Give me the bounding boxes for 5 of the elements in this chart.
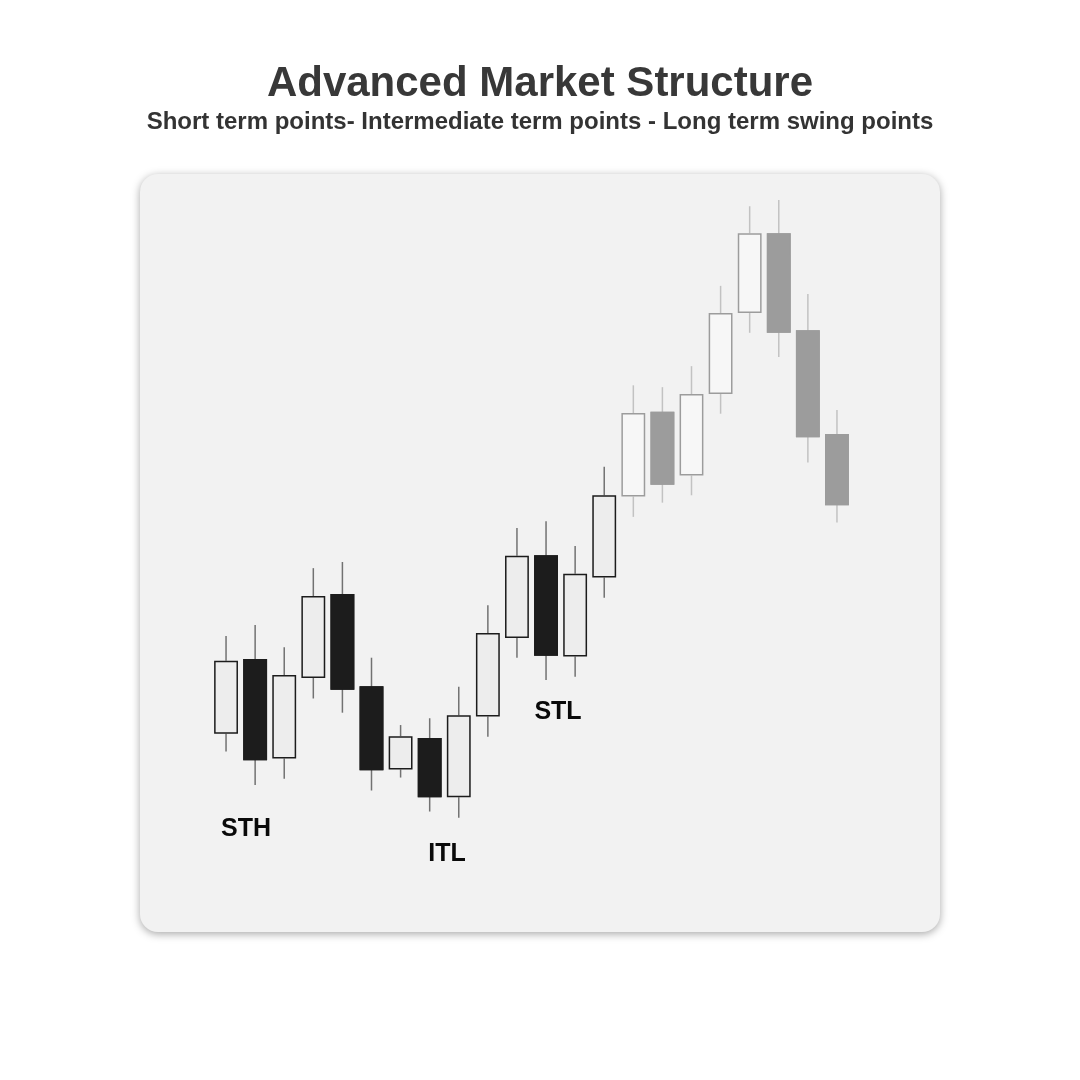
- annotation: STH: [221, 813, 271, 841]
- chart-title: Advanced Market Structure: [265, 58, 815, 106]
- annotation: STL: [534, 696, 582, 724]
- chart-subtitle: Short term points- Intermediate term points - Long term swing points: [145, 106, 935, 136]
- text: ITL: [428, 838, 466, 866]
